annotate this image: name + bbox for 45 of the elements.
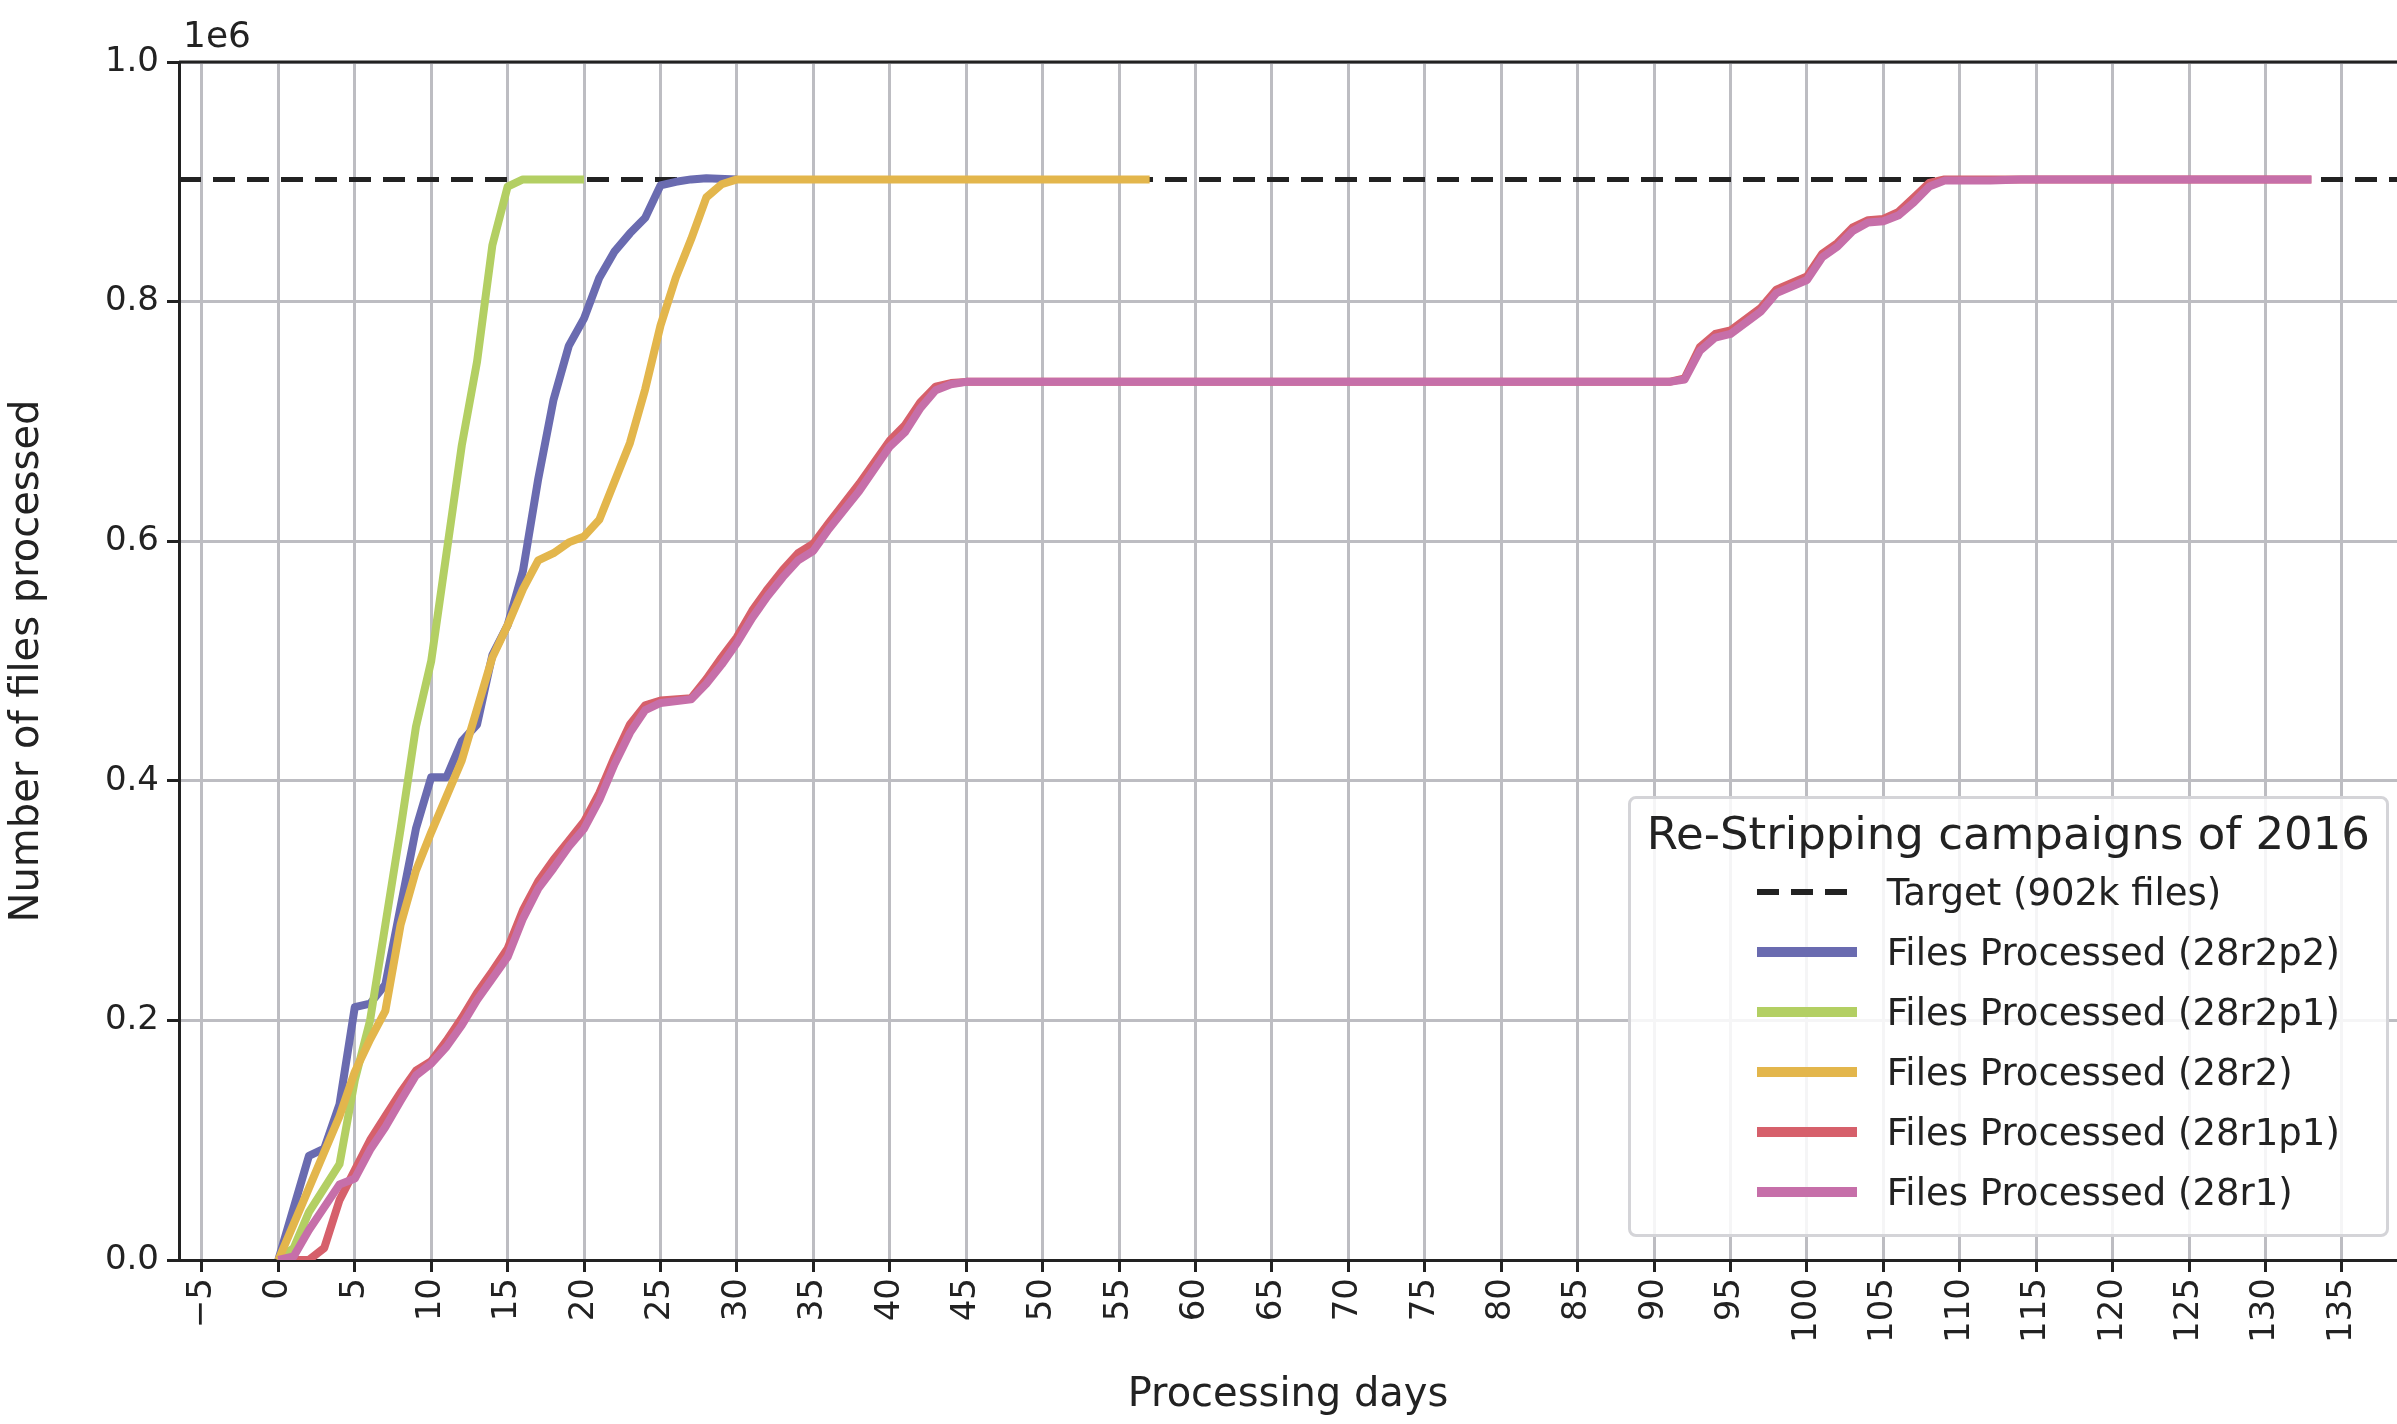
x-tick-label: 55	[1095, 1278, 1136, 1322]
x-tick-label: 45	[943, 1278, 984, 1322]
x-tick-label: 70	[1325, 1278, 1366, 1322]
y-tick-label: 1.0	[104, 38, 159, 79]
legend-label: Files Processed (28r2p1)	[1886, 990, 2340, 1034]
legend-label: Files Processed (28r1p1)	[1886, 1110, 2340, 1154]
x-tick-label: 40	[866, 1278, 907, 1322]
legend-label: Files Processed (28r1)	[1886, 1170, 2293, 1214]
x-tick-label: 5	[331, 1278, 372, 1300]
x-tick-label: 115	[2013, 1278, 2054, 1343]
x-tick-label: 30	[713, 1278, 754, 1322]
x-tick-label: 25	[637, 1278, 678, 1322]
legend-title: Re-Stripping campaigns of 2016	[1646, 807, 2370, 860]
x-tick-label: 125	[2165, 1278, 2206, 1343]
x-tick-label: 135	[2318, 1278, 2359, 1343]
x-tick-label: 100	[1783, 1278, 1824, 1343]
x-tick-label: 15	[484, 1278, 525, 1322]
x-tick-label: 110	[1936, 1278, 1977, 1343]
x-tick-label: 35	[790, 1278, 831, 1322]
y-axis-title: Number of files processed	[1, 399, 48, 923]
y-tick-label: 0.0	[104, 1236, 159, 1277]
legend-label: Files Processed (28r2)	[1886, 1050, 2293, 1094]
x-tick-label: 105	[1860, 1278, 1901, 1343]
text: 1e6	[183, 14, 251, 56]
legend-label: Files Processed (28r2p2)	[1886, 930, 2340, 974]
x-tick-label: 95	[1707, 1278, 1748, 1322]
x-tick-label: 50	[1019, 1278, 1060, 1322]
y-tick-label: 0.6	[104, 518, 159, 559]
x-tick-label: 80	[1478, 1278, 1519, 1322]
x-tick-label: 120	[2089, 1278, 2130, 1343]
x-tick-label: 0	[255, 1278, 296, 1300]
y-tick-label: 0.8	[104, 278, 159, 319]
x-tick-label: 75	[1401, 1278, 1442, 1322]
x-tick-label: −5	[178, 1278, 219, 1329]
x-tick-label: 130	[2242, 1278, 2283, 1343]
y-tick-label: 0.4	[104, 757, 159, 798]
legend-label: Target (902k files)	[1886, 870, 2222, 914]
x-axis-title: Processing days	[1127, 1369, 1449, 1416]
x-tick-label: 60	[1172, 1278, 1213, 1322]
y-tick-label: 0.2	[104, 997, 159, 1038]
x-tick-label: 10	[408, 1278, 449, 1322]
x-tick-label: 65	[1248, 1278, 1289, 1322]
x-tick-label: 90	[1630, 1278, 1671, 1322]
x-tick-label: 85	[1554, 1278, 1595, 1322]
x-tick-label: 20	[560, 1278, 601, 1322]
